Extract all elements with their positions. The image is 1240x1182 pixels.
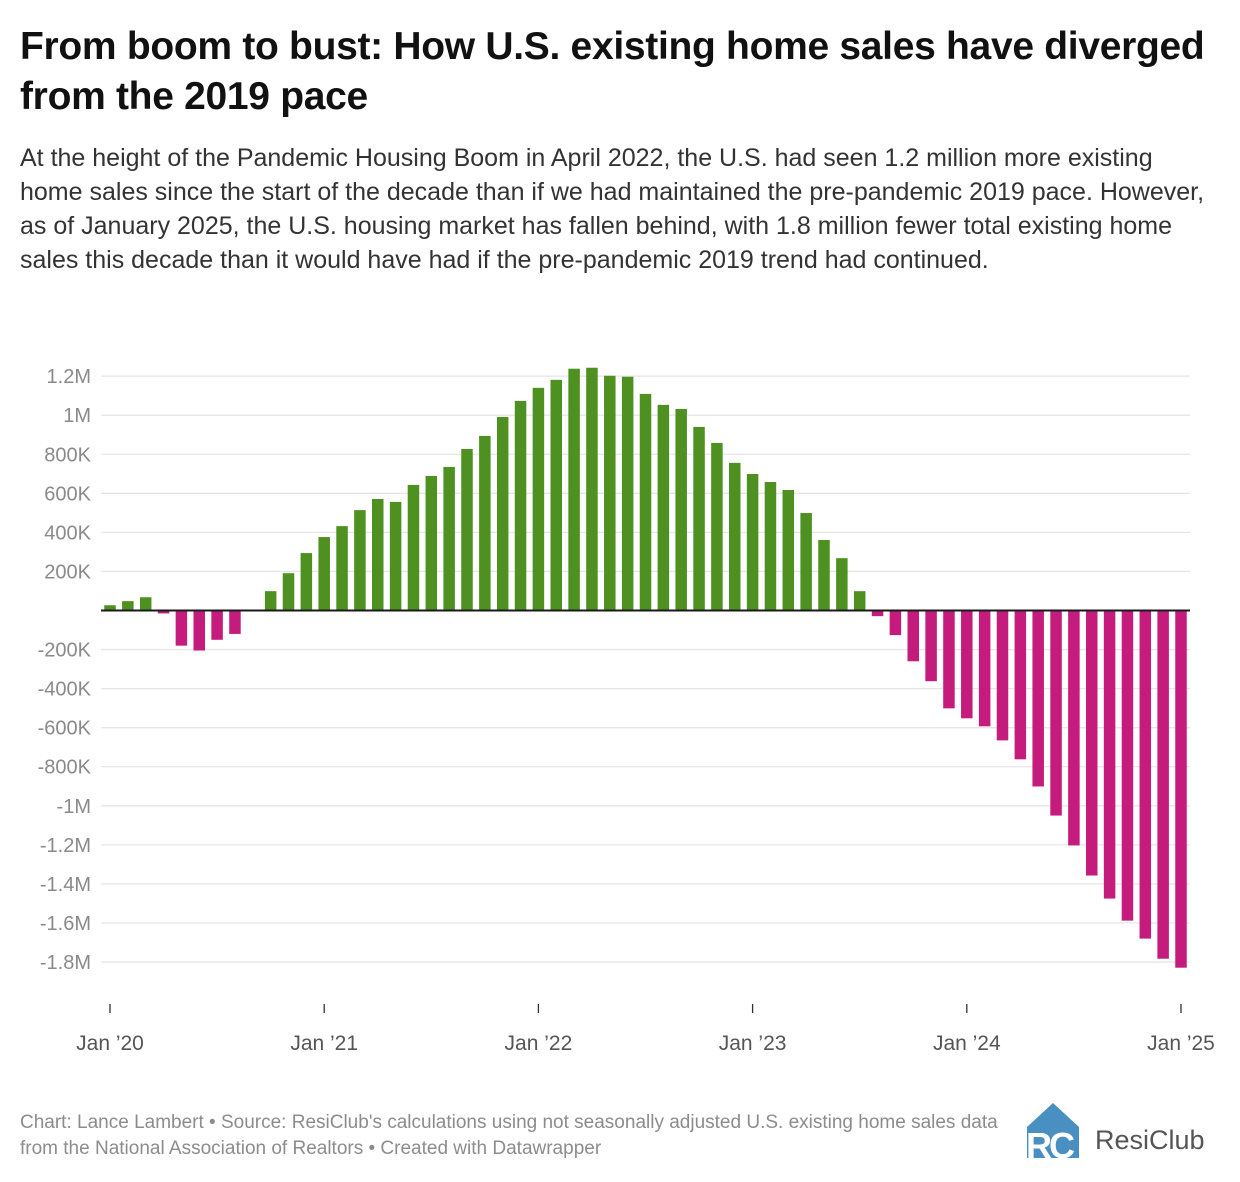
bar	[1157, 610, 1169, 959]
bar	[586, 367, 598, 611]
bar	[675, 408, 687, 611]
chart-title: From boom to bust: How U.S. existing hom…	[20, 25, 1205, 118]
bar	[336, 526, 348, 611]
bar	[550, 379, 562, 611]
bar	[282, 573, 295, 611]
bar	[746, 473, 759, 611]
bar	[514, 400, 527, 611]
bar	[1050, 610, 1062, 816]
y-tick-label: 600K	[44, 483, 91, 505]
bar	[978, 610, 991, 727]
resiclub-logo-icon: RC ResiClub	[1026, 1103, 1205, 1166]
y-tick-label: -1.2M	[40, 835, 91, 857]
x-tick-label: Jan ’20	[76, 1032, 144, 1055]
y-tick-label: 1.2M	[47, 366, 91, 388]
bar	[711, 442, 723, 611]
chart-subtitle: At the height of the Pandemic Housing Bo…	[20, 144, 1205, 274]
bar	[372, 498, 384, 611]
bar	[425, 475, 438, 611]
bar	[407, 484, 420, 611]
bar	[175, 610, 188, 646]
x-tick-label: Jan ’24	[933, 1032, 1001, 1055]
bar	[782, 489, 795, 611]
resiclub-logo: RC ResiClub	[1022, 1100, 1222, 1167]
bar	[1175, 610, 1187, 968]
bar	[657, 404, 670, 611]
gridlines	[101, 375, 1190, 963]
bar	[1068, 610, 1080, 846]
bar-chart: 1.2M 1M 800K 600K 400K 200K -200K -400K -600K -80…	[38, 366, 1215, 1055]
y-tick-label: -1.6M	[40, 913, 91, 935]
bar	[1086, 610, 1098, 876]
y-tick-label: 800K	[44, 444, 91, 466]
bar	[729, 462, 741, 611]
bar	[354, 510, 366, 611]
logo-name: ResiClub	[1095, 1125, 1205, 1155]
bar	[1121, 610, 1134, 921]
bar	[943, 610, 955, 709]
bar	[157, 610, 170, 614]
bar	[853, 591, 866, 611]
y-tick-label: -1M	[57, 796, 91, 818]
y-tick-label: -1.8M	[40, 952, 91, 974]
y-tick-label: -600K	[38, 718, 92, 740]
bar	[818, 539, 830, 611]
bar	[122, 601, 134, 611]
bar	[907, 610, 919, 662]
bar	[211, 610, 223, 640]
bar	[139, 597, 152, 611]
bar	[764, 481, 777, 611]
y-tick-label: -800K	[38, 757, 92, 779]
bar	[461, 448, 473, 611]
bar	[443, 466, 455, 611]
y-tick-label: 400K	[44, 522, 91, 544]
bar	[800, 513, 812, 611]
x-tick-label: Jan ’23	[719, 1032, 787, 1055]
bar	[925, 610, 937, 682]
y-tick-label: -200K	[38, 640, 92, 662]
bars	[104, 367, 1187, 968]
svg-text:RC: RC	[1026, 1125, 1075, 1162]
bar	[604, 375, 616, 611]
bar	[1032, 610, 1044, 787]
bar	[568, 368, 580, 611]
bar	[621, 376, 634, 611]
y-axis-labels: 1.2M 1M 800K 600K 400K 200K -200K -400K -600K -80…	[38, 366, 92, 974]
bar	[264, 591, 277, 611]
bar	[389, 501, 402, 611]
y-tick-label: 1M	[63, 405, 91, 427]
bar	[639, 393, 652, 611]
bar	[104, 605, 116, 611]
chart-footer: Chart: Lance Lambert • Source: ResiClub'…	[20, 1112, 998, 1159]
bar	[479, 435, 491, 611]
bar	[496, 416, 509, 611]
x-tick-label: Jan ’21	[290, 1032, 358, 1055]
y-tick-label: -1.4M	[40, 874, 91, 896]
bar	[1014, 610, 1027, 760]
bar	[532, 387, 545, 611]
x-tick-label: Jan ’25	[1147, 1032, 1215, 1055]
y-tick-label: 200K	[44, 561, 91, 583]
x-axis: Jan ’20 Jan ’21 Jan ’22 Jan ’23 Jan ’24 Jan ’…	[76, 1004, 1215, 1055]
bar	[1103, 610, 1116, 899]
bar	[961, 610, 973, 719]
bar	[889, 610, 902, 636]
x-tick-label: Jan ’22	[505, 1032, 573, 1055]
bar	[318, 537, 330, 611]
bar	[693, 426, 705, 611]
bar	[836, 558, 848, 611]
bar	[871, 610, 884, 617]
bar	[229, 610, 241, 634]
bar	[996, 610, 1009, 741]
bar	[193, 610, 205, 651]
y-tick-label: -400K	[38, 679, 92, 701]
bar	[300, 553, 313, 611]
bar	[1139, 610, 1152, 939]
